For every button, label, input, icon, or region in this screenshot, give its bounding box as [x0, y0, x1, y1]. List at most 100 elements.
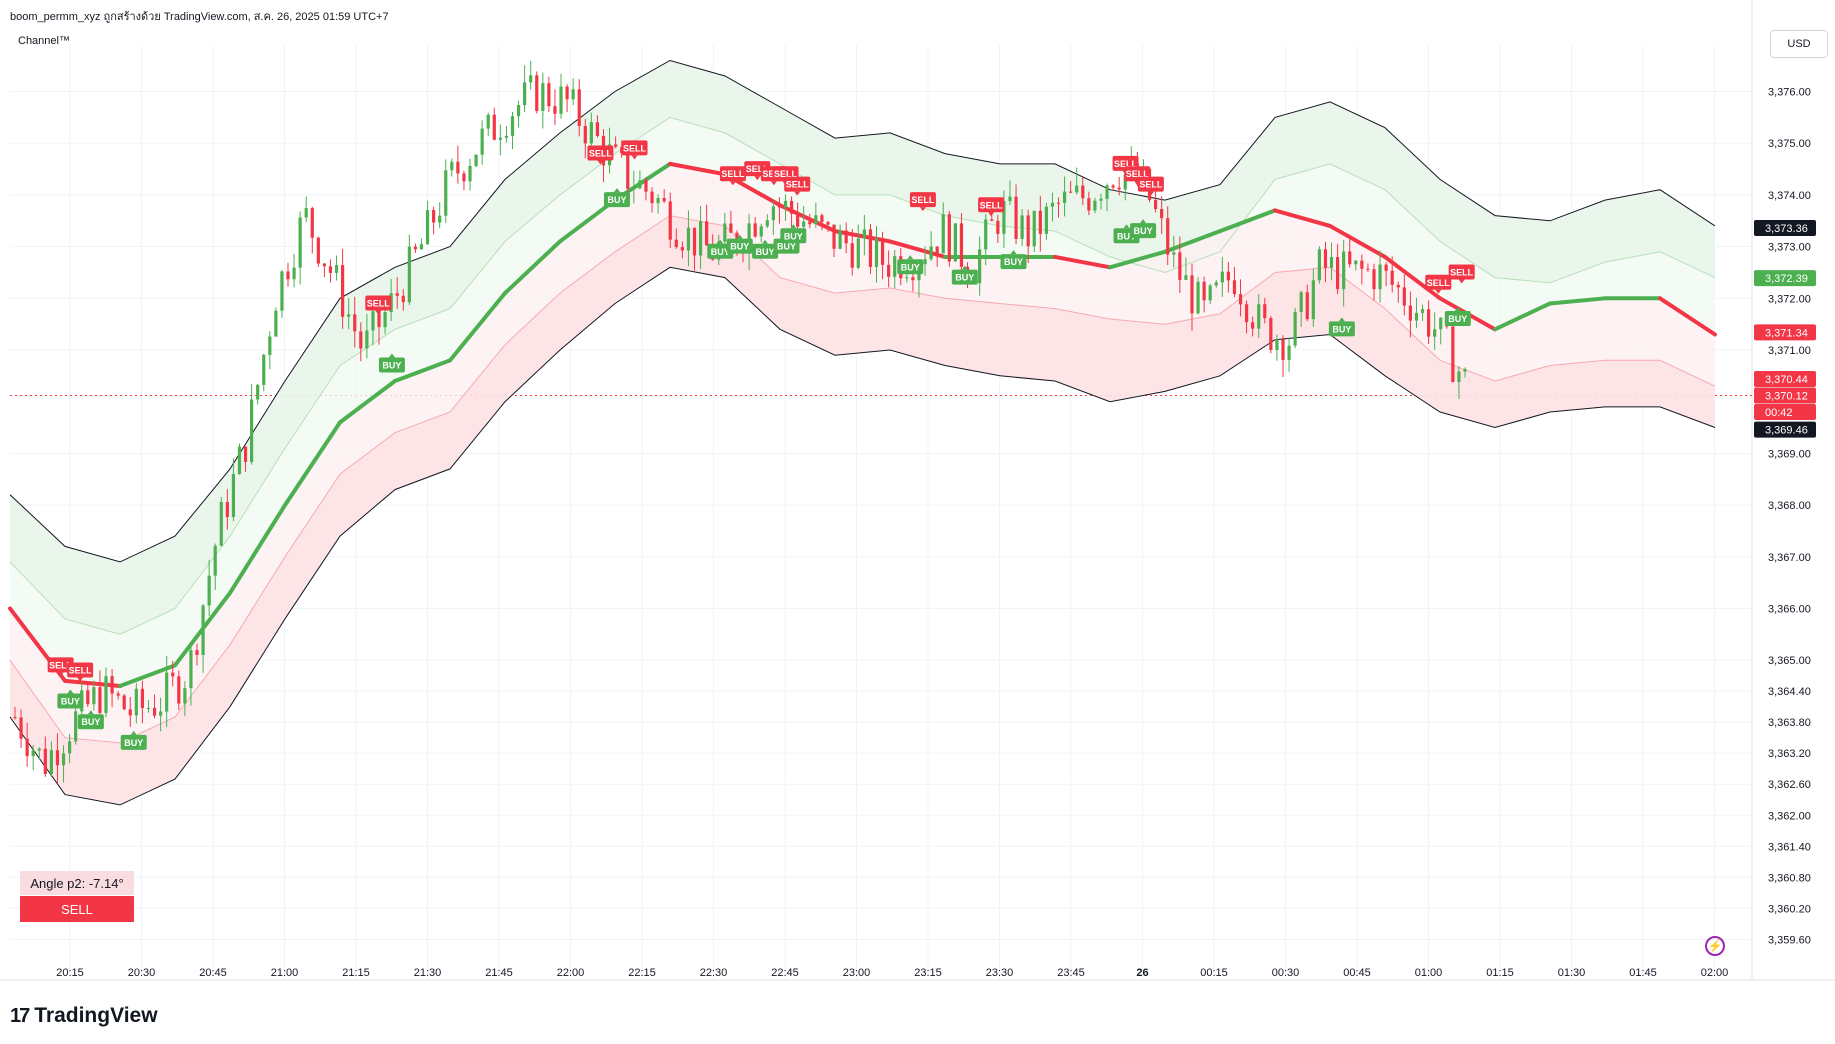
candle-body: [1305, 292, 1309, 320]
x-tick-label: 22:00: [557, 967, 585, 979]
candle-body: [1390, 270, 1394, 285]
candle-body: [1251, 322, 1255, 329]
center-line-segment: [1383, 254, 1442, 301]
signal-label: BUY: [81, 717, 100, 727]
candle-body: [474, 154, 478, 167]
y-tick-label: 3,374.00: [1768, 190, 1811, 202]
candle-body: [1172, 252, 1176, 255]
center-line-segment: [888, 239, 947, 259]
currency-button[interactable]: USD: [1770, 30, 1828, 58]
candle-body: [1257, 304, 1261, 329]
candle-body: [614, 144, 618, 147]
candle-body: [978, 249, 982, 284]
candle-body: [535, 75, 539, 111]
signal-label: BUY: [730, 242, 749, 252]
signal-label: BUY: [1134, 226, 1153, 236]
candle-body: [644, 180, 648, 192]
price-tag-label: 3,371.34: [1765, 327, 1808, 339]
sell-signal: SELL: [67, 662, 94, 682]
candle-body: [1402, 287, 1406, 306]
buy-signal: BUY: [780, 224, 807, 244]
candle-body: [419, 244, 424, 250]
candle-body: [1335, 257, 1340, 290]
candle-body: [280, 271, 284, 311]
candle-body: [165, 672, 169, 712]
y-tick-label: 3,376.00: [1768, 87, 1811, 99]
x-tick-label: 23:15: [914, 967, 942, 979]
signal-pointer: [919, 207, 926, 212]
x-tick-label: 21:45: [485, 967, 513, 979]
signal-label: BUY: [901, 262, 920, 272]
candle-body: [504, 135, 509, 138]
signal-pointer: [87, 710, 94, 715]
buy-signal: BUY: [752, 239, 779, 259]
center-line-segment: [1273, 208, 1332, 228]
tradingview-logo[interactable]: 17 TradingView: [10, 1004, 158, 1028]
buy-signal: BUY: [897, 255, 924, 275]
candle-body: [626, 153, 630, 189]
candle-body: [341, 265, 345, 317]
candle-body: [1184, 275, 1188, 280]
candle-body: [1166, 218, 1170, 255]
candle-body: [1093, 200, 1097, 211]
center-line-segment: [283, 420, 342, 508]
buy-signal: BUY: [120, 730, 147, 750]
indicator-name[interactable]: Channel™: [18, 35, 70, 47]
center-line-segment: [1218, 208, 1277, 234]
candle-body: [850, 243, 854, 268]
signal-pointer: [1147, 191, 1154, 196]
candle-body: [668, 201, 672, 240]
x-tick-label: 00:15: [1200, 967, 1228, 979]
signal-box: [365, 295, 392, 311]
candle-body: [219, 501, 223, 546]
candle-body: [638, 180, 642, 189]
signal-label: BUY: [382, 361, 401, 371]
signal-pointer: [907, 255, 914, 260]
candle-body: [662, 198, 666, 202]
candle-body: [213, 545, 217, 576]
x-tick-label: 00:30: [1272, 967, 1300, 979]
candle-body: [86, 690, 90, 705]
candle-body: [923, 259, 927, 265]
signal-box: [1328, 321, 1355, 337]
center-line-segment: [833, 229, 892, 244]
candle-body: [286, 271, 290, 280]
candle-body: [322, 263, 327, 267]
signal-pointer: [988, 212, 995, 217]
upper-band-fill: [10, 60, 1715, 635]
signal-box: [978, 197, 1005, 213]
x-tick-label: 02:00: [1701, 967, 1729, 979]
candle-body: [783, 200, 788, 208]
signal-status-badge: SELL: [20, 896, 134, 922]
candle-body: [377, 311, 381, 328]
candle-body: [583, 126, 587, 144]
center-line-segment: [228, 503, 287, 595]
center-line-segment: [1548, 296, 1607, 306]
signal-label: BUY: [1004, 257, 1023, 267]
sell-signal: SELL: [1448, 264, 1475, 284]
signal-box: [1137, 176, 1164, 192]
x-tick-label: 22:15: [628, 967, 656, 979]
candle-body: [250, 399, 254, 463]
candle-body: [759, 226, 763, 237]
candle-body: [559, 86, 563, 114]
signal-pointer: [631, 155, 638, 160]
x-tick-label: 23:45: [1057, 967, 1085, 979]
candle-body: [996, 220, 1000, 234]
lightning-alert-icon[interactable]: ⚡: [1705, 936, 1725, 956]
signal-label: BUY: [711, 247, 730, 257]
candle-body: [777, 206, 782, 208]
candle-body: [268, 336, 272, 355]
candle-body: [1323, 249, 1328, 268]
x-tick-label: 01:45: [1629, 967, 1657, 979]
sell-signal: SELL: [1137, 176, 1164, 196]
candle-body: [359, 331, 363, 349]
candle-body: [1202, 281, 1206, 301]
candle-body: [523, 82, 527, 106]
candle-body: [698, 221, 703, 256]
x-axis: 20:15 20:30 20:45 21:00 21:15 21:30 21:45 22:00…: [56, 967, 1728, 979]
candle-body: [413, 246, 418, 250]
price-tag: [1754, 404, 1816, 421]
signal-label: SELL: [1450, 267, 1474, 277]
